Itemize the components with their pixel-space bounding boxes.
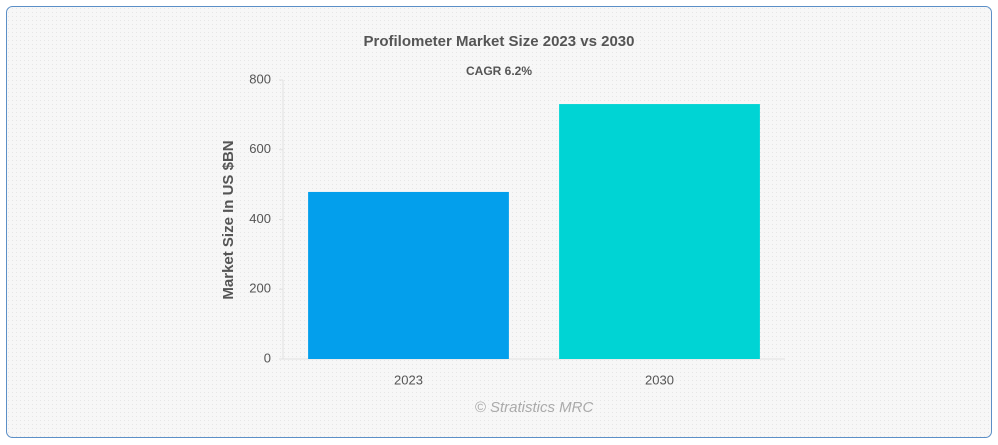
chart-title: Profilometer Market Size 2023 vs 2030: [364, 33, 635, 50]
x-tick-label: 2030: [645, 372, 674, 387]
annotation: CAGR 6.2%: [466, 64, 532, 78]
y-tick-label: 0: [264, 350, 271, 365]
bar: [559, 104, 760, 359]
y-axis-label: Market Size In US $BN: [220, 140, 237, 299]
y-tick-label: 600: [249, 141, 271, 156]
y-tick-label: 800: [249, 71, 271, 86]
y-tick-label: 400: [249, 211, 271, 226]
y-tick-label: 200: [249, 281, 271, 296]
x-tick-label: 2023: [394, 372, 423, 387]
bar: [308, 191, 509, 359]
watermark: © Stratistics MRC: [475, 399, 594, 416]
